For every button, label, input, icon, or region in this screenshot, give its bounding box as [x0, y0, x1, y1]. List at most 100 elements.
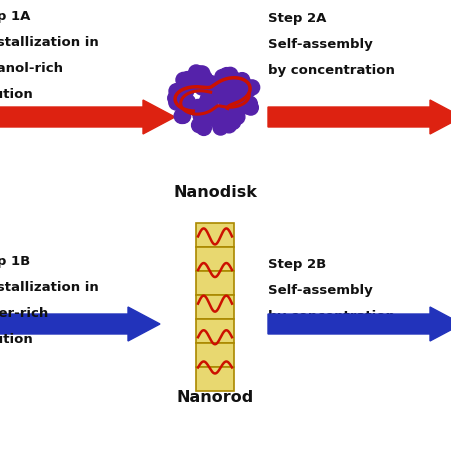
Circle shape — [220, 78, 235, 93]
Circle shape — [239, 97, 254, 112]
Circle shape — [240, 83, 255, 98]
Circle shape — [212, 121, 228, 136]
Circle shape — [169, 96, 184, 111]
Circle shape — [169, 84, 184, 99]
Polygon shape — [267, 307, 451, 341]
Circle shape — [239, 100, 253, 115]
Circle shape — [193, 67, 207, 82]
Circle shape — [215, 82, 230, 97]
Circle shape — [204, 93, 219, 108]
Circle shape — [190, 100, 205, 115]
Circle shape — [175, 109, 190, 124]
Circle shape — [202, 96, 216, 110]
Circle shape — [229, 74, 244, 89]
Circle shape — [219, 73, 234, 87]
Circle shape — [216, 113, 231, 128]
Circle shape — [180, 95, 195, 110]
Circle shape — [214, 70, 230, 85]
Circle shape — [199, 94, 214, 109]
Bar — [196, 248, 234, 272]
Circle shape — [191, 119, 206, 133]
Text: by concentration: by concentration — [267, 309, 394, 322]
Polygon shape — [0, 307, 160, 341]
Text: solution: solution — [0, 332, 32, 345]
Circle shape — [216, 89, 230, 104]
Text: Step 1A: Step 1A — [0, 10, 30, 23]
Text: Crystallization in: Crystallization in — [0, 36, 98, 49]
Circle shape — [175, 73, 191, 88]
Circle shape — [174, 109, 189, 124]
Circle shape — [201, 90, 216, 105]
Circle shape — [230, 89, 245, 104]
Circle shape — [225, 115, 240, 130]
Circle shape — [212, 107, 226, 122]
Circle shape — [171, 95, 186, 110]
Text: Self-assembly: Self-assembly — [267, 38, 372, 51]
Circle shape — [233, 81, 248, 96]
Circle shape — [223, 92, 238, 107]
Circle shape — [179, 73, 194, 87]
Circle shape — [193, 109, 208, 124]
Circle shape — [216, 74, 230, 89]
Text: Self-assembly: Self-assembly — [267, 283, 372, 296]
Bar — [196, 272, 234, 295]
Circle shape — [212, 117, 226, 132]
Circle shape — [221, 78, 235, 93]
Text: Step 2A: Step 2A — [267, 12, 326, 25]
Text: Crystallization in: Crystallization in — [0, 281, 98, 293]
Circle shape — [194, 67, 209, 82]
Circle shape — [222, 85, 237, 100]
Circle shape — [242, 97, 257, 112]
Text: ethanol-rich: ethanol-rich — [0, 62, 63, 75]
Circle shape — [188, 66, 203, 81]
Circle shape — [243, 101, 258, 116]
Circle shape — [197, 72, 212, 87]
Circle shape — [210, 106, 225, 121]
Circle shape — [244, 81, 259, 96]
Text: by concentration: by concentration — [267, 64, 394, 77]
Circle shape — [204, 110, 219, 124]
Circle shape — [193, 79, 208, 94]
Circle shape — [219, 69, 234, 83]
Circle shape — [228, 74, 243, 89]
Circle shape — [231, 87, 246, 102]
Circle shape — [179, 84, 193, 99]
Circle shape — [189, 102, 204, 117]
Circle shape — [234, 75, 249, 90]
Circle shape — [240, 80, 255, 96]
Circle shape — [199, 112, 215, 127]
Circle shape — [218, 90, 233, 105]
Bar — [196, 319, 234, 343]
Circle shape — [196, 121, 211, 136]
Circle shape — [203, 83, 218, 98]
Circle shape — [201, 76, 216, 91]
Circle shape — [167, 92, 182, 106]
Text: water-rich: water-rich — [0, 306, 49, 319]
Circle shape — [202, 77, 218, 92]
Circle shape — [234, 96, 249, 111]
Circle shape — [194, 81, 209, 96]
Bar — [196, 367, 234, 391]
Bar — [196, 224, 234, 248]
Text: Step 2B: Step 2B — [267, 258, 326, 271]
Polygon shape — [267, 101, 451, 135]
Circle shape — [221, 111, 236, 126]
Circle shape — [229, 94, 244, 109]
Circle shape — [204, 107, 219, 122]
Circle shape — [219, 112, 234, 127]
Text: solution: solution — [0, 88, 32, 101]
Circle shape — [222, 68, 237, 83]
Circle shape — [219, 98, 234, 113]
Circle shape — [221, 96, 235, 111]
Text: Step 1B: Step 1B — [0, 254, 30, 267]
Circle shape — [204, 77, 219, 92]
Circle shape — [187, 76, 202, 91]
Polygon shape — [0, 101, 175, 135]
Circle shape — [221, 119, 236, 133]
Circle shape — [221, 91, 236, 106]
Circle shape — [230, 110, 244, 125]
Circle shape — [206, 78, 221, 93]
Bar — [196, 343, 234, 367]
Circle shape — [234, 74, 249, 88]
Bar — [196, 295, 234, 319]
